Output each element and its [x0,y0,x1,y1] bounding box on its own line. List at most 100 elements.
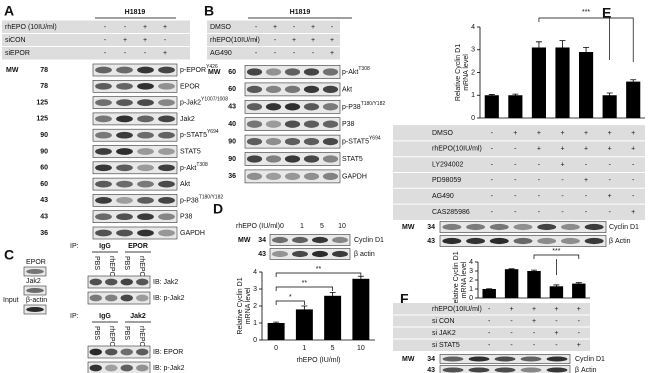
sign: - [488,306,491,313]
treatment: rhEPO (IU/ml) [236,223,280,230]
band [136,348,149,356]
condition-table [207,20,340,60]
band [303,120,320,128]
sign: + [513,130,517,137]
mw: 43 [427,238,435,245]
sign: - [608,209,611,216]
mw: 90 [40,148,48,155]
band [513,237,533,245]
protein-label: p-EPORY426 [180,64,218,74]
condition-name: AG490 [432,193,454,200]
lane-label: rhEPO [108,256,115,278]
sign: + [584,177,588,184]
band [468,356,490,362]
sign: - [255,37,258,44]
band [246,172,263,181]
y-tick-label: 1 [469,286,473,293]
band [137,229,154,237]
band [546,367,568,373]
mw-header: MW [238,237,251,244]
protein-name: p-Jak2 [180,99,201,106]
ip-group: IgG [99,313,111,320]
band [466,223,486,231]
sign: - [578,330,581,337]
sign: + [330,50,334,57]
sign: - [555,342,558,349]
sign: + [631,130,635,137]
mw: 125 [36,116,48,123]
sign: - [491,130,494,137]
band [494,367,516,373]
y-axis-label: Relative Cyclin D1 [453,251,460,308]
mw: 43 [228,104,236,111]
sign: - [514,161,517,168]
sign: + [560,161,564,168]
panel-label: D [213,201,223,217]
sign: + [537,130,541,137]
y-tick-label: 3 [469,268,473,275]
sign: - [514,209,517,216]
y-tick-label: 2 [471,69,475,76]
band [116,213,133,221]
band [116,115,133,123]
condition-name: rhEPO (10IU/ml) [5,24,57,31]
band [137,213,154,221]
protein-label: Cyclin D1 [609,224,639,231]
band [442,223,462,231]
bar [482,289,496,298]
band [584,237,604,245]
protein-label: p-P38T180/Y182 [180,195,223,205]
y-axis-label: mRNA level [245,287,252,324]
band [265,155,282,163]
site: T308 [196,162,208,168]
y-tick-label: 4 [471,24,475,31]
sign: - [538,177,541,184]
band [246,155,263,163]
band [116,131,133,139]
band [95,213,112,221]
mw: 60 [40,181,48,188]
dose: 1 [300,223,304,230]
significance: * [289,294,292,301]
bar [602,95,617,118]
protein-label: p-Jak2Y1007/1008 [180,97,228,107]
band [137,115,154,123]
protein-name: β actin [354,251,375,258]
band [95,99,112,106]
y-tick-label: 4 [469,259,473,266]
band [95,197,112,204]
band [489,237,509,245]
lane-label: rhEPO [138,326,145,348]
band [322,103,339,111]
sign: - [312,50,315,57]
band [116,66,133,74]
protein-name: P38 [342,121,355,128]
band [246,137,263,146]
mw: 43 [427,367,435,373]
blot [92,177,178,191]
input-blot-label: EPOR [26,259,46,266]
significance: ** [302,280,308,287]
protein-label: GAPDH [342,173,367,180]
bar [352,278,370,340]
sign: - [491,161,494,168]
y-tick-label: 0 [469,295,473,302]
ib-label: IB: p-Jak2 [153,365,185,372]
band [442,367,464,373]
cell-line: H1819 [290,9,311,16]
band [303,137,320,146]
sign: - [491,146,494,153]
band [26,268,44,275]
lane-label: PBS [123,256,130,270]
band [246,103,263,111]
y-tick-label: 3 [253,286,257,293]
bar [555,47,570,118]
sign: + [584,130,588,137]
error-bar [329,292,336,300]
blot [92,112,178,126]
y-axis-label: Relative Cyclin D1 [237,277,244,334]
band [137,131,154,139]
sign: - [514,193,517,200]
mw: 40 [228,121,236,128]
sign: - [491,177,494,184]
